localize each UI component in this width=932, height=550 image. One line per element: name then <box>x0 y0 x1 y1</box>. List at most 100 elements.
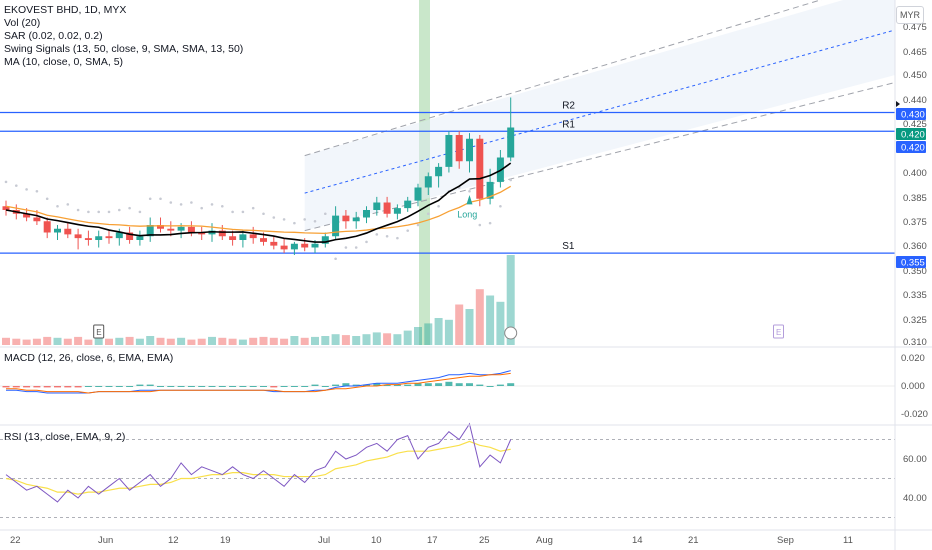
macd-histogram-bar <box>466 383 473 386</box>
sar-dot <box>344 246 348 249</box>
sar-dot <box>66 203 70 206</box>
ma-legend[interactable]: MA (10, close, 0, SMA, 5) <box>4 56 124 68</box>
price-tick: 0.450 <box>903 70 927 81</box>
candle-body <box>126 232 134 240</box>
sar-dot <box>375 233 379 236</box>
highlight-band <box>419 0 430 345</box>
macd-histogram-bar <box>64 386 72 388</box>
macd-histogram-bar <box>146 384 154 386</box>
volume-legend[interactable]: Vol (20) <box>4 17 41 29</box>
date-tick: 25 <box>479 535 490 546</box>
macd-histogram-bar <box>321 386 329 387</box>
sar-dot <box>4 180 8 184</box>
date-tick: Sep <box>777 535 794 546</box>
volume-bar <box>84 339 93 345</box>
candle-body <box>414 187 422 201</box>
price-tag <box>896 141 926 153</box>
candle-body <box>136 236 144 240</box>
candle-body <box>290 243 298 250</box>
swing-signals-legend[interactable]: Swing Signals (13, 50, close, 9, SMA, SM… <box>4 43 244 55</box>
macd-histogram-bar <box>136 384 144 386</box>
volume-bar <box>63 338 72 345</box>
candle-body <box>321 236 329 244</box>
candle-body <box>198 232 206 235</box>
volume-bar <box>32 338 41 345</box>
macd-tick: 0.000 <box>901 381 925 392</box>
price-tag <box>896 108 926 120</box>
volume-bar <box>156 337 165 345</box>
sar-legend[interactable]: SAR (0.02, 0.02, 0.2) <box>4 30 103 42</box>
volume-bar <box>53 337 62 345</box>
macd-histogram-bar <box>393 384 401 386</box>
candle-body <box>54 228 61 233</box>
currency-button[interactable]: MYR <box>896 6 924 24</box>
indicator-legend: EKOVEST BHD, 1D, MYX Vol (20) SAR (0.02,… <box>4 4 243 69</box>
price-tag <box>896 128 926 140</box>
macd-histogram-bar <box>486 386 494 387</box>
volume-bar <box>115 337 124 345</box>
candle-body <box>95 236 103 240</box>
candle-body <box>249 234 257 239</box>
macd-histogram-bar <box>249 386 257 387</box>
macd-histogram-bar <box>445 381 453 386</box>
macd-histogram-bar <box>23 386 31 388</box>
macd-signal-line <box>6 372 511 394</box>
candle-body <box>404 200 412 209</box>
candle-body <box>157 225 164 229</box>
sar-dot <box>56 204 59 208</box>
candle-body <box>455 135 463 162</box>
candle-body <box>445 135 453 167</box>
date-tick: 11 <box>843 535 853 546</box>
candle-body <box>187 226 195 233</box>
date-tick: 22 <box>10 535 21 546</box>
price-tick: 0.465 <box>903 47 927 58</box>
support-resistance-levels: R2 R1 S1 <box>0 101 895 254</box>
rsi-legend[interactable]: RSI (13, close, EMA, 9, 2) <box>4 431 126 443</box>
price-tick: 0.440 <box>903 95 927 106</box>
macd-histogram-bar <box>290 386 298 387</box>
volume-bar <box>2 337 10 345</box>
volume-bar <box>218 337 227 345</box>
candle-body <box>105 236 113 239</box>
macd-tick: -0.020 <box>901 409 928 420</box>
candle-body <box>64 228 72 235</box>
sar-dot <box>179 203 183 206</box>
candle-body <box>260 238 267 242</box>
sar-dot <box>76 208 80 212</box>
price-tick: 0.385 <box>903 193 927 204</box>
macd-histogram-bar <box>239 386 247 387</box>
volume-bar <box>74 336 83 345</box>
price-arrow <box>896 101 900 107</box>
volume-bar <box>187 339 196 345</box>
sar-dot <box>107 210 111 214</box>
date-tick: Aug <box>536 535 553 546</box>
volume-bar <box>352 336 361 345</box>
level-label-r2: R2 <box>562 101 575 112</box>
macd-histogram-bar <box>424 383 432 386</box>
macd-histogram-bar <box>496 384 504 386</box>
candle-body <box>352 217 360 222</box>
symbol-title[interactable]: EKOVEST BHD, 1D, MYX <box>4 4 127 16</box>
moving-average-lines <box>5 162 512 243</box>
volume-bar <box>372 332 381 345</box>
macd-pane: 0.020 0.000 -0.020 <box>0 353 928 420</box>
volume-bar <box>311 336 319 345</box>
sar-dots <box>4 178 512 261</box>
date-tick: 10 <box>371 535 382 546</box>
candle-body <box>2 206 10 210</box>
macd-histogram-bar <box>105 386 113 387</box>
volume-bar <box>22 339 31 345</box>
channel-mid-line <box>304 29 896 194</box>
date-axis: 22 Jun 12 19 Jul 10 17 25 Aug 14 21 Sep 11 <box>10 535 853 546</box>
volume-bar <box>444 319 453 345</box>
sar-dot <box>303 218 307 221</box>
candle-body <box>486 181 494 199</box>
macd-histogram-bar <box>311 384 319 386</box>
sar-dot <box>406 229 410 232</box>
macd-histogram-bar <box>260 386 267 387</box>
sar-dot <box>478 223 482 227</box>
macd-legend[interactable]: MACD (12, 26, close, 6, EMA, EMA) <box>4 352 174 364</box>
macd-histogram-bar <box>301 386 309 387</box>
candle-body <box>270 241 278 246</box>
